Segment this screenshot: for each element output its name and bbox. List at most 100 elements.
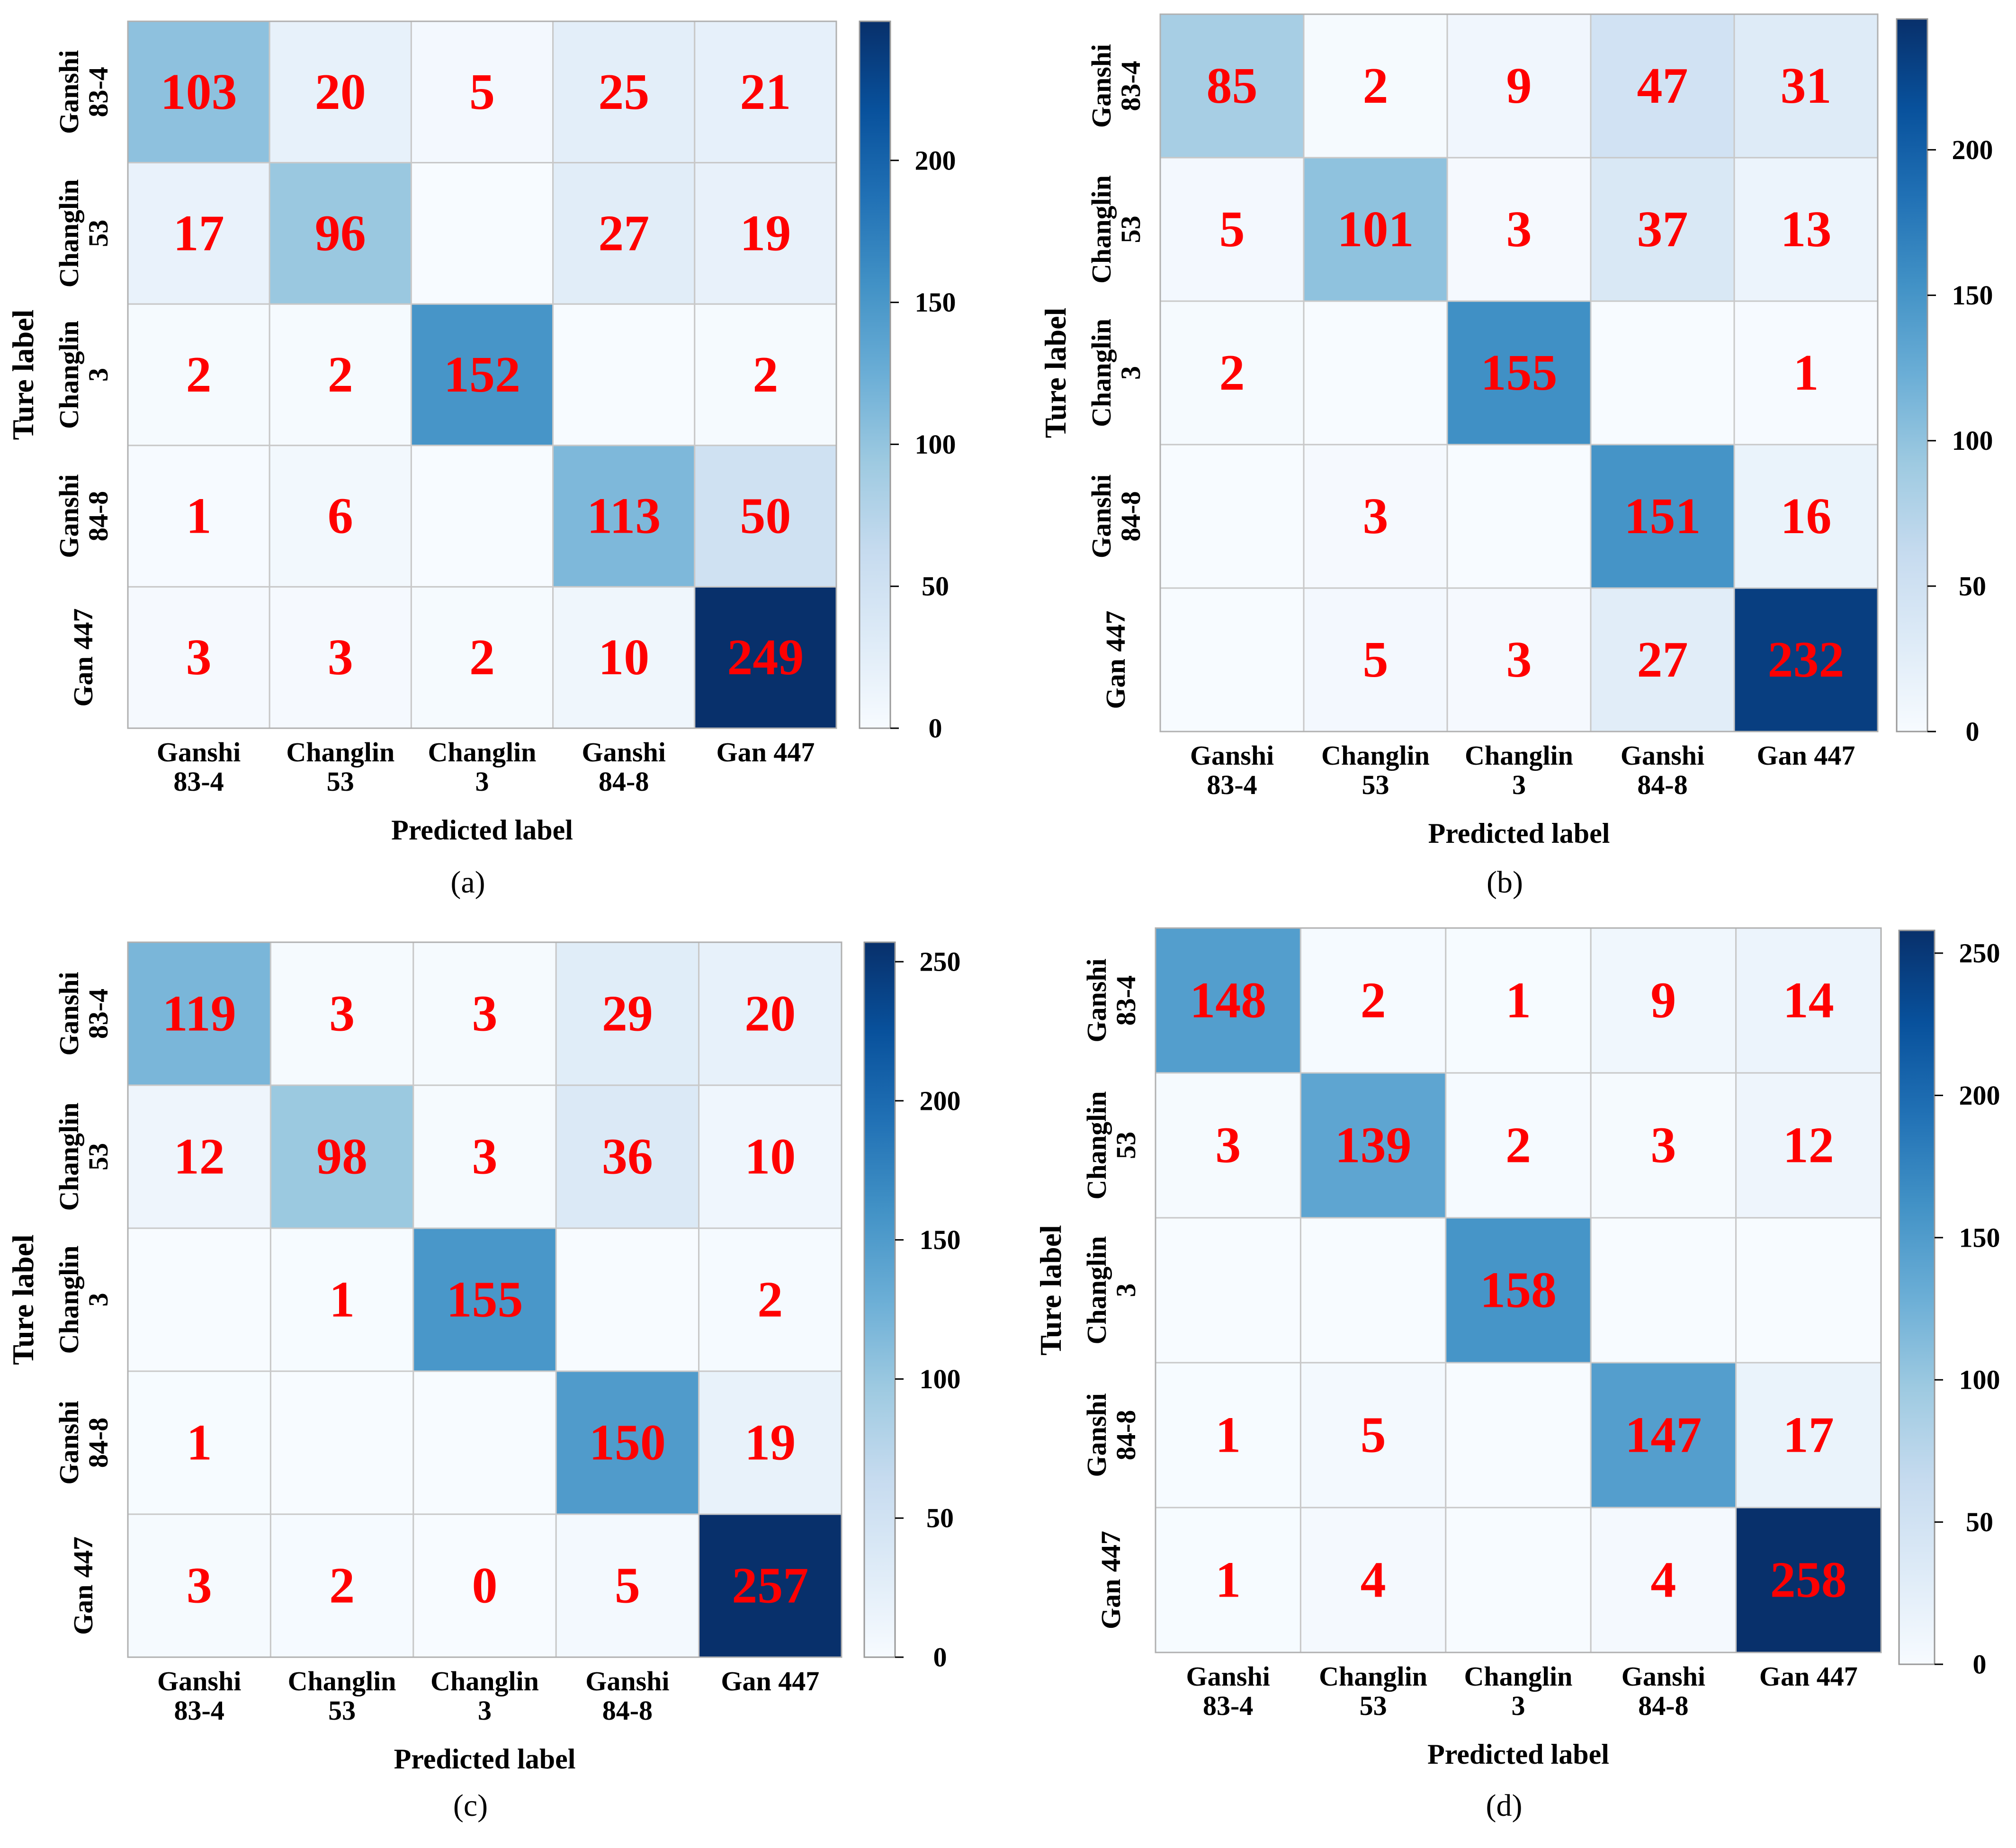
cell-count-label: 151 xyxy=(1624,488,1701,545)
confusion-matrix-panel: 85 2 9 47 315 101 3 37 132 155 13 151 165 3 27 232Gansh… xyxy=(1039,13,1993,900)
colorbar-tick-label: 250 xyxy=(920,946,961,977)
cell-count-label: 158 xyxy=(1480,1262,1557,1319)
matrix-cell xyxy=(127,162,270,305)
cell-count-label: 25 xyxy=(598,64,649,120)
cell-count-label: 6 xyxy=(328,488,353,545)
matrix-cell xyxy=(555,1370,700,1515)
matrix-cell xyxy=(555,1513,700,1658)
x-tick-label: Changlin 53 xyxy=(286,737,394,797)
cell-count-label: 257 xyxy=(732,1558,808,1614)
cell-count-label: 36 xyxy=(602,1129,653,1185)
matrix-cell xyxy=(410,162,554,305)
matrix-cell xyxy=(127,1513,271,1658)
x-tick-label: Ganshi 83-4 xyxy=(1186,1661,1270,1721)
matrix-cell xyxy=(698,1370,842,1515)
matrix-cell xyxy=(552,586,696,729)
cell-count-label: 152 xyxy=(444,347,520,403)
cell-count-label: 147 xyxy=(1625,1407,1702,1464)
cell-count-label: 103 xyxy=(161,64,237,120)
cell-count-label: 3 xyxy=(1363,488,1389,545)
cell-count-label: 0 xyxy=(472,1558,498,1614)
matrix-cell xyxy=(1446,587,1592,732)
y-tick-label: Gan 447 xyxy=(68,608,99,707)
colorbar-tick-label: 150 xyxy=(915,287,956,318)
y-tick-label: Ganshi83-4 xyxy=(1086,44,1146,128)
panel-caption: (c) xyxy=(453,1788,488,1823)
y-tick-label: Gan 447 xyxy=(1095,1531,1126,1629)
matrix-frame xyxy=(1155,927,1882,1653)
colorbar-tick-label: 100 xyxy=(915,429,956,460)
cell-count-label: 9 xyxy=(1650,973,1676,1029)
colorbar-tick-label: 50 xyxy=(926,1503,954,1534)
colorbar-tick-label: 100 xyxy=(1952,425,1993,456)
cell-count-label: 3 xyxy=(186,629,212,686)
matrix-cell xyxy=(1735,927,1882,1074)
panel-caption: (b) xyxy=(1487,865,1523,900)
matrix-cell xyxy=(1155,1362,1301,1509)
cell-count-label: 20 xyxy=(744,986,796,1042)
matrix-cell xyxy=(412,1370,557,1515)
x-tick-label: Ganshi 83-4 xyxy=(1190,740,1274,800)
cell-count-label: 3 xyxy=(1506,201,1532,258)
cell-count-label: 1 xyxy=(1505,973,1531,1029)
cell-count-label: 3 xyxy=(1215,1117,1241,1174)
matrix-cell xyxy=(1159,157,1305,302)
cell-count-label: 19 xyxy=(744,1415,796,1471)
cell-count-label: 155 xyxy=(447,1272,523,1328)
matrix-cell xyxy=(698,1084,842,1229)
matrix-cell xyxy=(412,1513,557,1658)
matrix-cell xyxy=(1733,300,1879,446)
matrix-cell xyxy=(1303,300,1448,446)
matrix-cell xyxy=(555,1084,700,1229)
matrix-cell xyxy=(269,1513,414,1658)
cell-count-label: 4 xyxy=(1650,1552,1676,1608)
matrix-cell xyxy=(552,20,696,164)
panel-caption: (d) xyxy=(1486,1788,1523,1823)
matrix-cell xyxy=(1446,157,1592,302)
cell-count-label: 4 xyxy=(1361,1552,1386,1608)
matrix-cell xyxy=(552,303,696,446)
matrix-cell xyxy=(1590,1217,1737,1364)
cell-count-label: 2 xyxy=(753,347,778,403)
cell-count-label: 14 xyxy=(1783,973,1834,1029)
cell-count-label: 19 xyxy=(740,205,791,261)
cell-count-label: 20 xyxy=(315,64,366,120)
matrix-cell xyxy=(269,445,412,588)
matrix-cell xyxy=(127,941,271,1086)
cell-count-label: 1 xyxy=(1215,1407,1241,1464)
matrix-frame xyxy=(127,941,842,1658)
matrix-cell xyxy=(1445,1217,1592,1364)
matrix-cell xyxy=(1590,927,1737,1074)
matrix-cell xyxy=(694,20,837,164)
matrix-cell xyxy=(555,941,700,1086)
y-tick-label: Ganshi84-8 xyxy=(54,474,114,558)
matrix-cell xyxy=(127,20,270,164)
y-axis-label: Ture label xyxy=(1039,308,1072,438)
cell-count-label: 85 xyxy=(1207,58,1258,114)
colorbar-tick-label: 150 xyxy=(920,1224,961,1255)
cell-count-label: 113 xyxy=(587,488,661,545)
colorbar-tick-label: 100 xyxy=(1959,1365,2000,1395)
cell-count-label: 1 xyxy=(329,1272,355,1328)
cell-count-label: 37 xyxy=(1637,201,1688,258)
y-tick-label: Changlin53 xyxy=(54,1103,114,1211)
matrix-cell xyxy=(1590,1507,1737,1653)
matrix-cell xyxy=(127,1370,271,1515)
x-axis-label: Predicted label xyxy=(1427,1739,1609,1770)
x-axis-label: Predicted label xyxy=(394,1743,576,1775)
cell-count-label: 3 xyxy=(329,986,355,1042)
x-tick-label: Gan 447 xyxy=(1759,1661,1858,1692)
matrix-cell xyxy=(1590,13,1735,159)
cell-count-label: 258 xyxy=(1770,1552,1847,1608)
x-axis-label: Predicted label xyxy=(1428,818,1610,849)
x-tick-label: Ganshi 84-8 xyxy=(582,737,666,797)
x-tick-label: Gan 447 xyxy=(1757,740,1855,771)
cell-count-label: 2 xyxy=(1505,1117,1531,1174)
cell-count-label: 3 xyxy=(328,629,353,686)
matrix-cell xyxy=(1445,1072,1592,1219)
y-tick-label: Ganshi84-8 xyxy=(54,1401,114,1484)
cell-count-label: 1 xyxy=(187,1415,212,1471)
cell-count-label: 2 xyxy=(1361,973,1386,1029)
x-tick-label: Changlin 53 xyxy=(1321,740,1430,800)
